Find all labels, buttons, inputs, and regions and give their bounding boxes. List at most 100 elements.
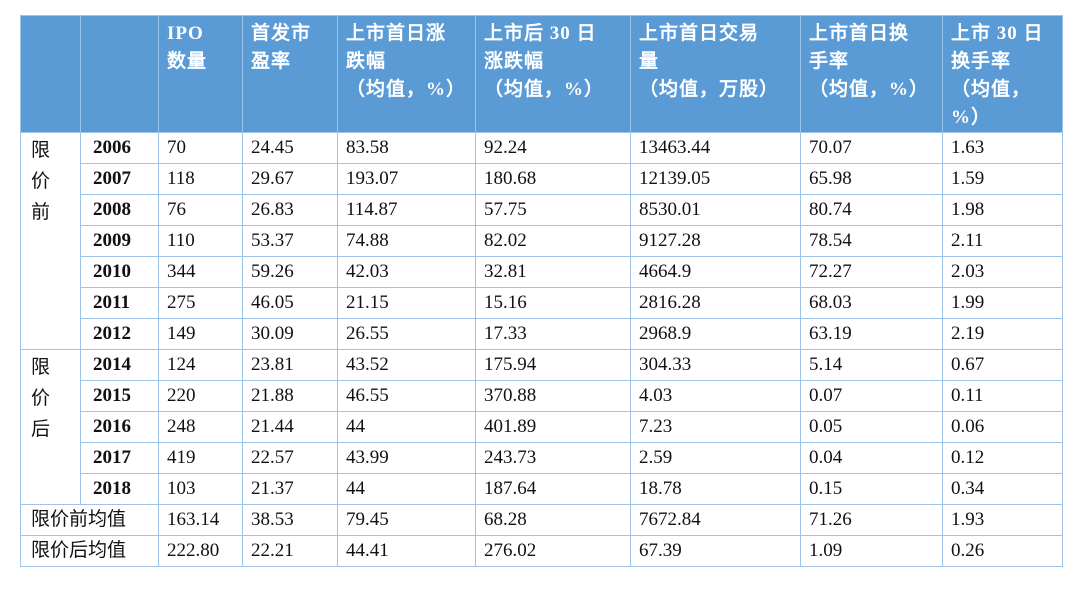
value-cell: 220 [158,380,243,412]
header-cell: 上市首日交易量 （均值，万股） [630,15,801,133]
value-cell: 114.87 [337,194,476,226]
table-body: 限价前 2006 70 24.45 83.58 92.24 13463.44 70.07 1.6… [20,132,1063,567]
value-cell: 26.83 [242,194,338,226]
group-label-char: 价 [31,171,51,192]
value-cell: 18.78 [630,473,801,505]
value-cell: 370.88 [475,380,631,412]
value-cell: 46.05 [242,287,338,319]
year-cell: 2017 [80,442,159,474]
value-cell: 1.98 [942,194,1063,226]
year-cell: 2018 [80,473,159,505]
header-line: 首发市 [251,23,312,44]
data-row: 2015 220 21.88 46.55 370.88 4.03 0.07 0.11 [21,380,1063,412]
header-row: IPO 数量 首发市 盈率 上市首日涨 跌幅 （均值，%） 上市后 30 日涨跌幅 （均值，%）… [20,15,1063,133]
value-cell: 78.54 [800,225,943,257]
value-cell: 21.44 [242,411,338,443]
value-cell: 0.67 [942,349,1063,381]
header-line: （均值，%） [484,79,605,100]
value-cell: 2.19 [942,318,1063,350]
data-row: 2016 248 21.44 44 401.89 7.23 0.05 0.06 [21,411,1063,443]
group-label-char: 限 [31,140,51,161]
value-cell: 59.26 [242,256,338,288]
header-cell: 上市首日涨跌幅 （均值，%） [337,15,476,133]
value-cell: 83.58 [337,132,476,164]
value-cell: 72.27 [800,256,943,288]
value-cell: 5.14 [800,349,943,381]
value-cell: 344 [158,256,243,288]
group-label-char: 前 [31,202,51,223]
header-line: 手率 [809,51,850,72]
value-cell: 29.67 [242,163,338,195]
data-row: 限价前 2006 70 24.45 83.58 92.24 13463.44 70.07 1.6… [20,132,1063,350]
value-cell: 275 [158,287,243,319]
value-cell: 9127.28 [630,225,801,257]
value-cell: 1.93 [942,504,1063,536]
year-cell: 2014 [80,349,159,381]
value-cell: 1.09 [800,535,943,567]
average-label: 限价前均值 [20,504,159,536]
value-cell: 44 [337,473,476,505]
header-line: 上市首日涨 [346,23,447,44]
value-cell: 4.03 [630,380,801,412]
value-cell: 24.45 [242,132,338,164]
value-cell: 38.53 [242,504,338,536]
data-row: 2011 275 46.05 21.15 15.16 2816.28 68.03 1.99 [21,287,1063,319]
value-cell: 44.41 [337,535,476,567]
value-cell: 243.73 [475,442,631,474]
value-cell: 2.59 [630,442,801,474]
value-cell: 76 [158,194,243,226]
header-line: 上市 30 日 [951,23,1044,44]
header-line: （均值， [951,79,1032,100]
value-cell: 193.07 [337,163,476,195]
value-cell: 79.45 [337,504,476,536]
year-cell: 2008 [80,194,159,226]
value-cell: 21.88 [242,380,338,412]
value-cell: 46.55 [337,380,476,412]
group-label-char: 限 [31,357,51,378]
value-cell: 15.16 [475,287,631,319]
average-row: 限价后均值 222.80 22.21 44.41 276.02 67.39 1.09 0.26 [20,535,1063,567]
value-cell: 149 [158,318,243,350]
value-cell: 68.03 [800,287,943,319]
value-cell: 26.55 [337,318,476,350]
value-cell: 0.07 [800,380,943,412]
value-cell: 419 [158,442,243,474]
value-cell: 30.09 [242,318,338,350]
value-cell: 22.21 [242,535,338,567]
value-cell: 1.63 [942,132,1063,164]
data-row: 2012 149 30.09 26.55 17.33 2968.9 63.19 2.19 [21,318,1063,350]
value-cell: 0.15 [800,473,943,505]
value-cell: 71.26 [800,504,943,536]
year-cell: 2015 [80,380,159,412]
header-line: （均值，万股） [639,79,780,100]
value-cell: 175.94 [475,349,631,381]
header-cell: 上市后 30 日涨跌幅 （均值，%） [475,15,631,133]
data-row: 2017 419 22.57 43.99 243.73 2.59 0.04 0.12 [21,442,1063,474]
value-cell: 82.02 [475,225,631,257]
year-cell: 2010 [80,256,159,288]
data-row: 2008 76 26.83 114.87 57.75 8530.01 80.74 1.98 [21,194,1063,226]
value-cell: 222.80 [158,535,243,567]
value-cell: 13463.44 [630,132,801,164]
value-cell: 92.24 [475,132,631,164]
year-cell: 2006 [80,132,159,164]
value-cell: 80.74 [800,194,943,226]
value-cell: 0.26 [942,535,1063,567]
header-cell: IPO 数量 [158,15,243,133]
value-cell: 43.52 [337,349,476,381]
header-line: 量 [639,51,660,72]
data-row: 2010 344 59.26 42.03 32.81 4664.9 72.27 2.03 [21,256,1063,288]
header-line: 跌幅 [346,51,387,72]
header-line: 上市后 30 日 [484,23,597,44]
group-label: 限价前 [20,132,81,350]
value-cell: 110 [158,225,243,257]
value-cell: 17.33 [475,318,631,350]
header-line: 上市首日换 [809,23,910,44]
value-cell: 8530.01 [630,194,801,226]
year-cell: 2012 [80,318,159,350]
group-label: 限价后 [20,349,81,505]
header-line: （均值，%） [346,79,467,100]
value-cell: 7.23 [630,411,801,443]
header-cell: 上市 30 日换手率 （均值， %） [942,15,1063,133]
header-line: 数量 [167,51,208,72]
